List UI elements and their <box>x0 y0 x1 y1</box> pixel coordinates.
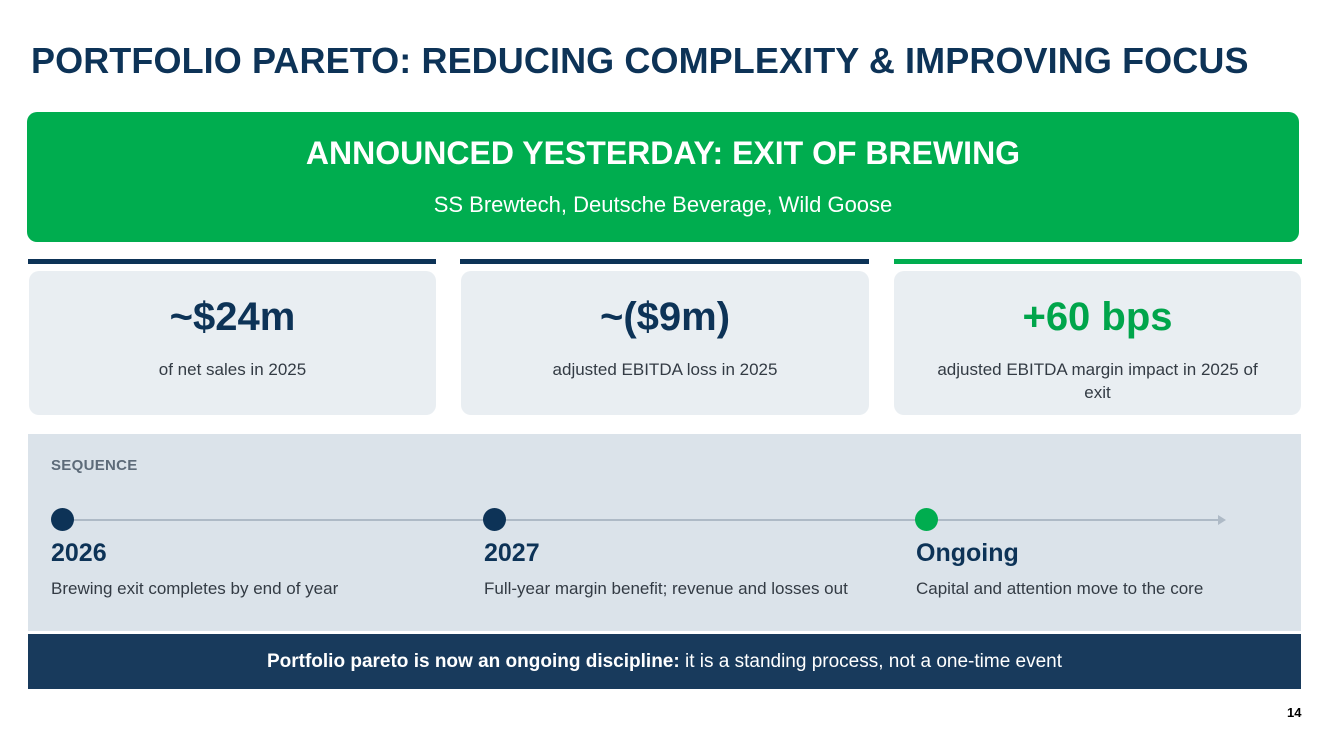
step-description: Capital and attention move to the core <box>916 579 1204 598</box>
metric-value: ~$24m <box>169 295 296 339</box>
metric-description: adjusted EBITDA loss in 2025 <box>552 360 778 379</box>
metric-card-accent-bar <box>28 259 436 264</box>
metric-card-ebitda-loss: ~($9m) adjusted EBITDA loss in 2025 <box>461 271 869 415</box>
page-number: 14 <box>1287 705 1302 720</box>
slide-title: PORTFOLIO PARETO: REDUCING COMPLEXITY & … <box>31 40 1249 81</box>
step-description: Full-year margin benefit; revenue and lo… <box>484 579 848 598</box>
step-title: Ongoing <box>916 539 1019 567</box>
timeline-dot-2027 <box>483 508 506 531</box>
banner-subheading: SS Brewtech, Deutsche Beverage, Wild Goo… <box>433 192 893 217</box>
metric-card-accent-bar <box>894 259 1302 264</box>
banner-heading: ANNOUNCED YESTERDAY: EXIT OF BREWING <box>305 135 1021 171</box>
step-title: 2027 <box>484 539 540 567</box>
step-description: Brewing exit completes by end of year <box>51 579 339 598</box>
metric-description: of net sales in 2025 <box>158 360 307 379</box>
sequence-panel: SEQUENCE 2026 Brewing exit completes by … <box>28 434 1301 631</box>
footer-text: it is a standing process, not a one-time… <box>679 651 1063 672</box>
timeline-dot-ongoing <box>915 508 938 531</box>
timeline-dot-2026 <box>51 508 74 531</box>
footer-takeaway-bar: Portfolio pareto is now an ongoing disci… <box>28 634 1301 689</box>
timeline-arrow-icon <box>1218 515 1226 525</box>
metric-description: adjusted EBITDA margin impact in 2025 of… <box>937 360 1258 402</box>
metric-card-margin-impact: +60 bps adjusted EBITDA margin impact in… <box>894 271 1301 415</box>
metric-card-accent-bar <box>460 259 869 264</box>
announcement-banner: ANNOUNCED YESTERDAY: EXIT OF BREWING SS … <box>27 112 1299 242</box>
timeline-line <box>62 519 1219 521</box>
metric-value: ~($9m) <box>599 295 731 339</box>
metric-card-net-sales: ~$24m of net sales in 2025 <box>29 271 436 415</box>
sequence-label: SEQUENCE <box>51 457 138 474</box>
step-title: 2026 <box>51 539 107 567</box>
footer-bold-text: Portfolio pareto is now an ongoing disci… <box>266 651 680 672</box>
metric-value: +60 bps <box>1022 295 1173 339</box>
